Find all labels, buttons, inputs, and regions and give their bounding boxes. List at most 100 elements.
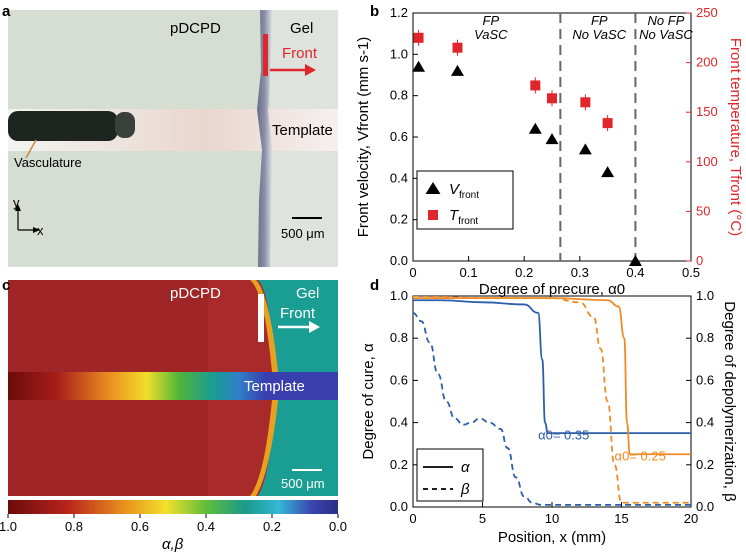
panel-label-d: d — [370, 277, 379, 294]
b-vfront-point — [450, 64, 464, 76]
b-legend-triangle — [425, 182, 441, 194]
b-tfront-point — [530, 80, 541, 91]
b-yr-ticklabel: 250 — [696, 5, 718, 20]
b-yl-ticklabel: 0.8 — [390, 88, 408, 103]
d-yr-ticklabel: 1.0 — [696, 288, 714, 303]
colorbar — [8, 500, 338, 514]
b-yl-ticklabel: 0.0 — [390, 253, 408, 268]
d-yr-ticklabel: 0.8 — [696, 330, 714, 345]
d-x-axis-title: Position, x (mm) — [498, 529, 606, 546]
d-series-line — [413, 299, 691, 435]
c-colorbar-ticklabel: 0.2 — [263, 519, 281, 534]
b-vfront-point — [412, 60, 426, 72]
panel-b: 0 0.1 0.2 0.3 0.4 0.5 0.0 0.2 0.4 0.6 0.8 1.0 1.2 0… — [390, 5, 718, 280]
d-legend-box — [416, 448, 484, 502]
d-legend-label: α — [461, 459, 470, 476]
d-yr-ticklabel: 0.2 — [696, 457, 714, 472]
b-tfront-point — [580, 97, 591, 108]
b-x-ticklabel: 0.2 — [515, 265, 533, 280]
d-yr-ticklabel: 0.6 — [696, 372, 714, 387]
b-yl-ticklabel: 1.0 — [390, 46, 408, 61]
c-colorbar-ticklabel: 0.8 — [65, 519, 83, 534]
b-yr-ticklabel: 200 — [696, 55, 718, 70]
d-yl-ticklabel: 1.0 — [390, 288, 408, 303]
d-legend-label: β — [460, 481, 470, 498]
b-yr-ticklabel: 50 — [696, 203, 710, 218]
b-x-axis-title: Degree of precure, α0 — [479, 281, 625, 298]
b-region-label: FP — [483, 13, 500, 28]
b-region-label: VaSC — [474, 27, 508, 42]
d-x-ticklabel: 15 — [614, 511, 628, 526]
d-x-ticklabel: 5 — [479, 511, 486, 526]
d-yr-axis-title: Degree of depolymerization, β — [721, 301, 738, 502]
d-x-ticklabel: 10 — [545, 511, 559, 526]
b-yr-ticklabel: 100 — [696, 154, 718, 169]
b-x-ticklabel: 0.5 — [682, 265, 700, 280]
b-vfront-point — [545, 133, 559, 145]
d-x-ticklabel: 0 — [409, 511, 416, 526]
d-series-line — [413, 297, 691, 456]
c-colorbar-ticklabel: 0.0 — [329, 519, 347, 534]
panel-label-a: a — [2, 3, 11, 20]
b-x-ticklabel: 0.3 — [571, 265, 589, 280]
gelation-front — [257, 10, 272, 267]
b-region-label: No VaSC — [639, 27, 693, 42]
b-yl-axis-title: Front velocity, Vfront (mm s-1) — [355, 37, 372, 238]
b-yr-ticklabel: 150 — [696, 104, 718, 119]
b-vfront-point — [601, 166, 615, 178]
b-vfront-point — [528, 122, 542, 134]
b-tfront-point — [547, 93, 557, 104]
b-yl-ticklabel: 0.6 — [390, 129, 408, 144]
panel-label-b: b — [370, 3, 379, 20]
label-scalebar-c: 500 μm — [281, 476, 325, 491]
b-tfront-point — [602, 118, 613, 129]
label-gel-a: Gel — [290, 20, 313, 37]
panel-label-c: c — [2, 277, 10, 294]
d-x-ticklabel: 20 — [684, 511, 698, 526]
vasculature-channel — [8, 111, 118, 141]
b-region-label: No FP — [648, 13, 685, 28]
colorbar-label: α,β — [162, 536, 184, 553]
label-pdcpd-a: pDCPD — [170, 20, 221, 37]
d-yl-ticklabel: 0.6 — [390, 372, 408, 387]
label-template-a: Template — [272, 122, 333, 139]
b-vfront-point — [628, 255, 642, 266]
panel-a — [8, 10, 338, 267]
d-annotation: α0= 0.35 — [538, 427, 589, 442]
d-yl-axis-title: Degree of cure, α — [360, 343, 377, 460]
d-yr-ticklabel: 0.0 — [696, 499, 714, 514]
label-front-c: Front — [280, 305, 316, 322]
b-tfront-point — [413, 32, 424, 43]
b-x-ticklabel: 0 — [409, 265, 416, 280]
b-x-ticklabel: 0.1 — [460, 265, 478, 280]
b-tfront-point — [452, 42, 463, 53]
label-gel-c: Gel — [296, 285, 319, 302]
b-yl-ticklabel: 1.2 — [390, 5, 408, 20]
panel-d: 0 5 10 15 200.0 0.00.2 0.20.4 0.40.6 0.60.8 0.81.… — [390, 288, 714, 526]
b-region-label: No VaSC — [572, 27, 626, 42]
c-colorbar-ticklabel: 0.4 — [197, 519, 215, 534]
label-axis-x: x — [37, 223, 44, 238]
d-yl-ticklabel: 0.0 — [390, 499, 408, 514]
b-yl-ticklabel: 0.4 — [390, 170, 408, 185]
b-legend-square — [428, 210, 438, 220]
d-annotation: α0= 0.25 — [615, 449, 666, 464]
label-vasculature: Vasculature — [14, 155, 82, 170]
b-region-label: FP — [591, 13, 608, 28]
d-yl-ticklabel: 0.8 — [390, 330, 408, 345]
panel-c — [8, 280, 338, 514]
d-yr-ticklabel: 0.4 — [696, 415, 714, 430]
d-series-line — [413, 296, 691, 504]
d-yl-ticklabel: 0.4 — [390, 415, 408, 430]
b-yl-ticklabel: 0.2 — [390, 212, 408, 227]
label-pdcpd-c: pDCPD — [170, 285, 221, 302]
label-scalebar-a: 500 μm — [281, 226, 325, 241]
b-yr-axis-title: Front temperature, Tfront (°C) — [727, 38, 744, 236]
label-template-c: Template — [244, 378, 305, 395]
template-c — [8, 372, 338, 400]
label-axis-y: y — [13, 195, 20, 210]
b-x-ticklabel: 0.4 — [626, 265, 644, 280]
c-colorbar-ticklabel: 0.6 — [131, 519, 149, 534]
c-colorbar-ticklabel: 1.0 — [0, 519, 17, 534]
